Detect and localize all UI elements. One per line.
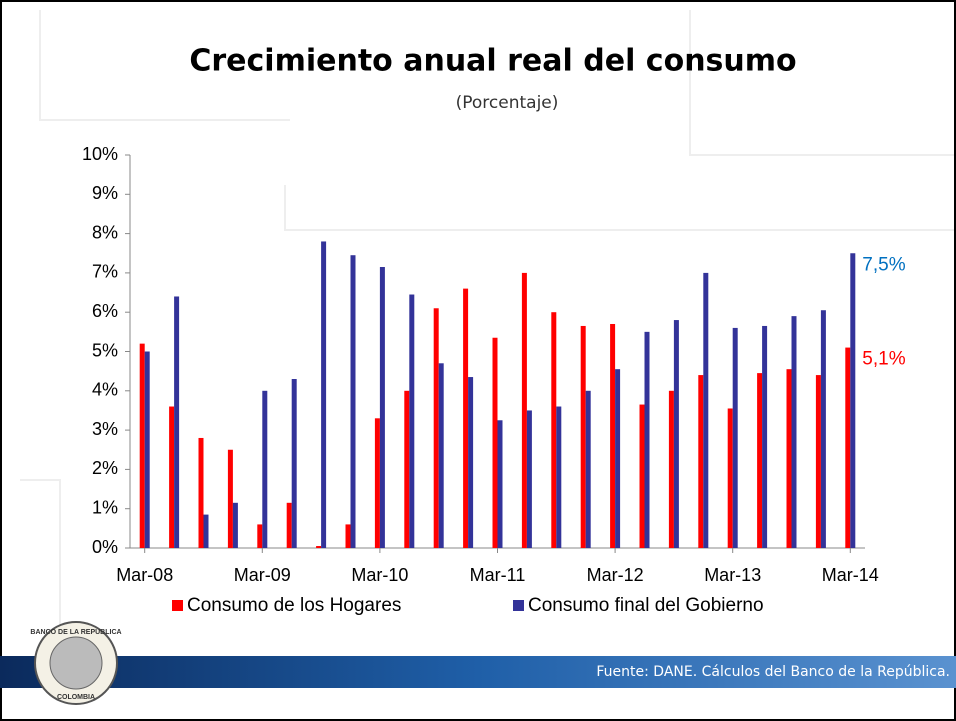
bar — [791, 316, 797, 548]
bar — [673, 320, 679, 548]
legend-swatch — [513, 600, 524, 611]
y-tick-label: 7% — [92, 262, 118, 282]
bar — [144, 351, 150, 548]
bar — [757, 373, 763, 548]
x-tick-label: Mar-09 — [234, 565, 291, 585]
bar — [345, 524, 351, 548]
bar — [262, 390, 268, 548]
bar — [585, 390, 591, 548]
bar — [786, 369, 792, 548]
bar — [468, 377, 474, 548]
x-tick-label: Mar-14 — [822, 565, 879, 585]
bar — [438, 363, 444, 548]
bar — [257, 524, 263, 548]
bar — [526, 410, 532, 548]
value-label: 7,5% — [862, 254, 905, 275]
bar — [316, 546, 322, 548]
bar — [232, 502, 238, 548]
bar — [644, 331, 650, 548]
logo-portrait — [49, 636, 103, 690]
logo-text: COLOMBIA — [57, 694, 95, 701]
bar — [845, 347, 851, 548]
x-tick-label: Mar-12 — [587, 565, 644, 585]
x-tick-label: Mar-08 — [116, 565, 173, 585]
bar — [668, 390, 674, 548]
bar — [703, 272, 709, 548]
value-label: 5,1% — [862, 349, 905, 370]
bar — [727, 408, 733, 548]
bar — [227, 449, 233, 548]
bar — [815, 375, 821, 548]
bar — [203, 514, 209, 548]
legend-label: Consumo final del Gobierno — [528, 595, 764, 616]
x-tick-label: Mar-11 — [470, 565, 526, 585]
y-tick-label: 8% — [92, 222, 118, 242]
bar — [379, 267, 385, 548]
bar — [291, 379, 297, 548]
bar — [556, 406, 562, 548]
bar — [850, 253, 856, 548]
bar — [551, 312, 557, 548]
bar — [492, 337, 498, 548]
bar — [698, 375, 704, 548]
bar — [404, 390, 410, 548]
bar — [463, 288, 469, 548]
bar — [433, 308, 439, 548]
y-tick-label: 9% — [92, 183, 118, 203]
footer-bar — [0, 656, 956, 688]
bar — [139, 343, 145, 548]
y-tick-label: 0% — [92, 537, 118, 557]
bar — [580, 325, 586, 548]
chart-subtitle: (Porcentaje) — [456, 93, 559, 113]
chart-title: Crecimiento anual real del consumo — [189, 44, 796, 79]
y-tick-label: 5% — [92, 340, 118, 360]
decor — [20, 10, 954, 640]
bar — [198, 437, 204, 548]
bar — [321, 241, 327, 548]
bar — [762, 325, 768, 548]
bar — [174, 296, 180, 548]
bar — [169, 406, 175, 548]
y-tick-label: 1% — [92, 497, 118, 517]
bar — [521, 272, 527, 548]
source-note: Fuente: DANE. Cálculos del Banco de la R… — [596, 664, 950, 680]
bar — [732, 327, 738, 548]
bar — [409, 294, 415, 548]
x-tick-label: Mar-10 — [351, 565, 408, 585]
logo-text: BANCO DE LA REPUBLICA — [30, 629, 121, 636]
bar — [286, 502, 292, 548]
bar — [639, 404, 645, 548]
bar — [615, 369, 621, 548]
legend-label: Consumo de los Hogares — [187, 595, 401, 616]
y-tick-label: 2% — [92, 458, 118, 478]
x-tick-label: Mar-13 — [704, 565, 761, 585]
bar — [374, 418, 380, 548]
y-tick-label: 3% — [92, 419, 118, 439]
bar — [497, 420, 503, 548]
y-tick-label: 6% — [92, 301, 118, 321]
y-tick-label: 4% — [92, 380, 118, 400]
y-tick-label: 10% — [82, 144, 118, 164]
bar — [820, 310, 826, 548]
bar — [350, 255, 356, 548]
bar — [610, 323, 616, 548]
legend-swatch — [172, 600, 183, 611]
